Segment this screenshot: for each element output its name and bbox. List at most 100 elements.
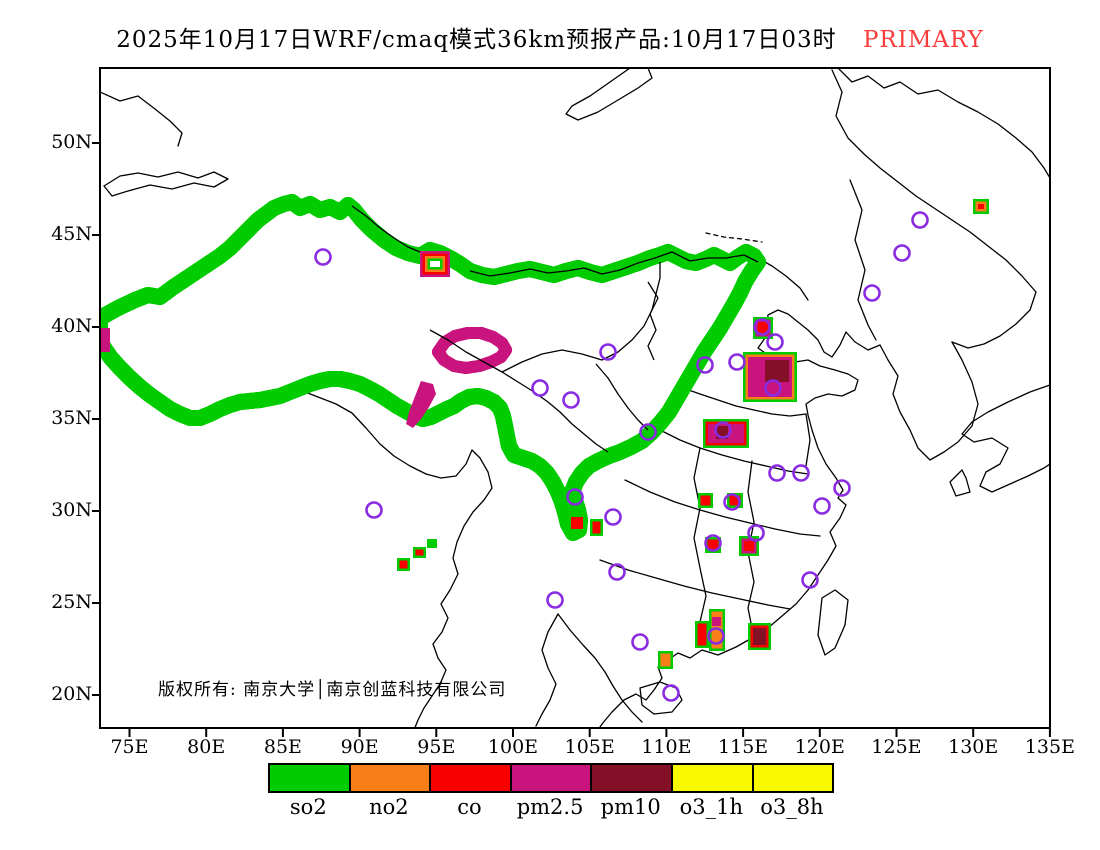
- x-label-115E: 115E: [718, 736, 769, 758]
- legend-swatch-pm10: [590, 763, 673, 793]
- x-label-120E: 120E: [794, 736, 845, 758]
- patch-13-layer-D: [753, 628, 766, 645]
- kyushu-outline: [949, 469, 971, 497]
- patch-11-layer-M: [712, 617, 721, 626]
- station-circle-14: [723, 493, 741, 511]
- station-circle-7: [604, 508, 622, 526]
- korea-coastline: [879, 341, 979, 461]
- northeast-china-outline: [831, 69, 1037, 349]
- patch-19-layer-R: [571, 517, 583, 529]
- pm25-streak: [406, 381, 436, 428]
- x-label-90E: 90E: [340, 736, 379, 758]
- ningxia-line: [647, 281, 659, 361]
- y-label-30N: 30N: [51, 499, 92, 521]
- x-label-130E: 130E: [948, 736, 999, 758]
- dashed-border: [705, 232, 763, 243]
- copyright-text: 版权所有: 南京大学│南京创蓝科技有限公司: [158, 680, 507, 700]
- station-circle-3: [562, 391, 580, 409]
- legend-swatch-pm2.5: [509, 763, 593, 793]
- legend-label-so2: so2: [289, 795, 327, 819]
- patch-7-layer-R: [729, 495, 741, 506]
- station-circle-17: [792, 464, 810, 482]
- x-label-100E: 100E: [487, 736, 539, 758]
- russia-amur-line: [838, 69, 1049, 178]
- x-label-85E: 85E: [263, 736, 302, 758]
- station-circle-1: [599, 343, 617, 361]
- station-circle-27: [696, 356, 714, 374]
- axis-ticks: [92, 142, 1051, 737]
- province-line-v1: [693, 447, 707, 623]
- station-circle-22: [893, 244, 911, 262]
- x-label-125E: 125E: [871, 736, 922, 758]
- patch-17-layer-G: [427, 539, 437, 548]
- japan-coastline: [961, 384, 1049, 493]
- china-east-coastline: [599, 309, 881, 727]
- station-circle-25: [766, 333, 784, 351]
- station-circle-10: [631, 633, 649, 651]
- station-circle-18: [833, 479, 851, 497]
- station-circle-21: [863, 284, 881, 302]
- y-label-40N: 40N: [51, 315, 92, 337]
- province-line-hebei: [757, 257, 809, 301]
- patch-10-layer-O: [711, 611, 723, 649]
- y-label-25N: 25N: [51, 591, 92, 613]
- hainan-outline: [639, 681, 683, 715]
- y-label-35N: 35N: [51, 407, 92, 429]
- station-circle-23: [911, 211, 929, 229]
- station-circle-2: [531, 379, 549, 397]
- x-label-135E: 135E: [1024, 736, 1075, 758]
- manchuria-province-line: [849, 179, 877, 341]
- pm10-region-group: [101, 194, 766, 541]
- mongolia-border-west: [351, 205, 421, 253]
- station-circle-26: [728, 353, 746, 371]
- station-circles: [314, 211, 929, 702]
- legend-label-pm10: pm10: [600, 795, 661, 819]
- legend-swatch-no2: [348, 763, 432, 793]
- station-circle-9: [546, 591, 564, 609]
- station-circle-13: [704, 534, 722, 552]
- clean-hole-group: [432, 327, 512, 374]
- x-label-75E: 75E: [110, 736, 149, 758]
- legend-swatch-o3_1h: [671, 763, 754, 793]
- station-circle-8: [608, 563, 626, 581]
- station-circle-19: [813, 497, 831, 515]
- x-label-80E: 80E: [187, 736, 226, 758]
- lake-balkhash-outline: [103, 171, 229, 197]
- x-label-95E: 95E: [417, 736, 456, 758]
- legend-label-pm2.5: pm2.5: [516, 795, 584, 819]
- station-circle-5: [639, 423, 657, 441]
- legend-label-no2: no2: [369, 795, 409, 819]
- legend-swatch-co: [429, 763, 512, 793]
- border-fragment-topleft: [101, 91, 183, 147]
- himalaya-border: [299, 389, 493, 727]
- y-label-20N: 20N: [51, 683, 92, 705]
- patch-5-layer-R: [978, 204, 984, 209]
- patch-20-layer-W: [430, 261, 440, 267]
- legend-label-o3_1h: o3_1h: [679, 795, 743, 819]
- y-label-45N: 45N: [51, 223, 92, 245]
- patch-8-layer-R: [707, 539, 719, 551]
- patch-18-layer-R: [592, 521, 601, 534]
- title-primary-tag: PRIMARY: [862, 27, 984, 53]
- patch-15-layer-R: [399, 560, 408, 569]
- station-circle-29: [714, 421, 732, 439]
- station-circle-20: [801, 571, 819, 589]
- patch-2-layer-D: [765, 360, 789, 382]
- title-text: 2025年10月17日WRF/cmaq模式36km预报产品:10月17日03时: [116, 27, 837, 53]
- patch-21-layer-M: [101, 328, 110, 352]
- patch-14-layer-O: [660, 653, 671, 667]
- station-circle-15: [747, 524, 765, 542]
- page-title: 2025年10月17日WRF/cmaq模式36km预报产品:10月17日03时 …: [0, 20, 1100, 54]
- mongolia-lake-outline: [565, 69, 653, 121]
- station-circle-12: [707, 627, 725, 645]
- province-line-yangtze: [624, 479, 821, 537]
- mongolia-border-top: [469, 251, 759, 277]
- station-circle-6: [566, 488, 584, 506]
- legend-label-o3_8h: o3_8h: [760, 795, 824, 819]
- indochina-border-2: [535, 613, 559, 727]
- legend-label-co: co: [457, 795, 482, 819]
- station-circle-11: [662, 684, 680, 702]
- legend-swatch-o3_8h: [751, 763, 835, 793]
- taiwan-outline: [817, 589, 849, 656]
